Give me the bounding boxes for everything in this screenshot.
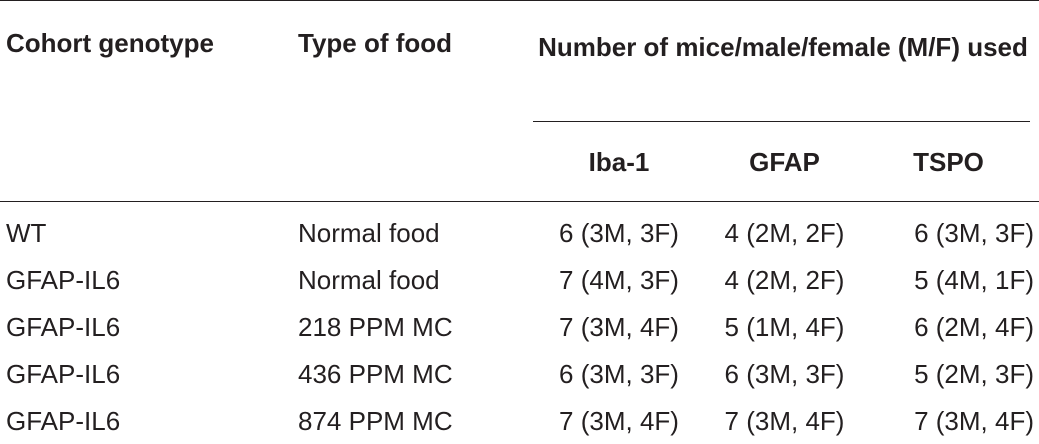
cell-iba1: 7 (4M, 3F) [559,265,679,295]
cell-gfap: 4 (2M, 2F) [724,265,845,295]
cell-gfap: 5 (1M, 4F) [724,312,845,342]
cell-tspo: 5 (4M, 1F) [914,265,1034,295]
table-top-rule [0,0,1039,1]
header-type-of-food: Type of food [298,28,453,58]
cell-tspo: 6 (2M, 4F) [914,312,1034,342]
cell-gfap: 7 (3M, 4F) [724,406,845,436]
cell-genotype: GFAP-IL6 [6,265,121,295]
cell-food: Normal food [298,218,440,248]
cell-genotype: GFAP-IL6 [6,359,121,389]
cell-tspo: 6 (3M, 3F) [914,218,1034,248]
cell-food: 874 PPM MC [298,406,453,436]
cell-iba1: 7 (3M, 4F) [559,312,679,342]
group-header-rule [533,121,1030,122]
cell-gfap: 4 (2M, 2F) [724,218,845,248]
cell-iba1: 7 (3M, 4F) [559,406,679,436]
cell-gfap: 6 (3M, 3F) [724,359,845,389]
cell-genotype: GFAP-IL6 [6,312,121,342]
cell-food: 436 PPM MC [298,359,453,389]
cell-tspo: 5 (2M, 3F) [914,359,1034,389]
cell-genotype: WT [6,218,47,248]
cell-genotype: GFAP-IL6 [6,406,121,436]
header-number-of-mice: Number of mice/male/female (M/F) used [538,32,1028,62]
header-bottom-rule [0,201,1039,202]
cell-tspo: 7 (3M, 4F) [914,406,1034,436]
cell-food: 218 PPM MC [298,312,453,342]
cell-iba1: 6 (3M, 3F) [559,359,679,389]
header-gfap: GFAP [749,147,820,177]
cell-food: Normal food [298,265,440,295]
header-iba1: Iba-1 [588,147,650,177]
cell-iba1: 6 (3M, 3F) [559,218,679,248]
header-cohort-genotype: Cohort genotype [6,28,214,58]
header-tspo: TSPO [913,147,984,177]
